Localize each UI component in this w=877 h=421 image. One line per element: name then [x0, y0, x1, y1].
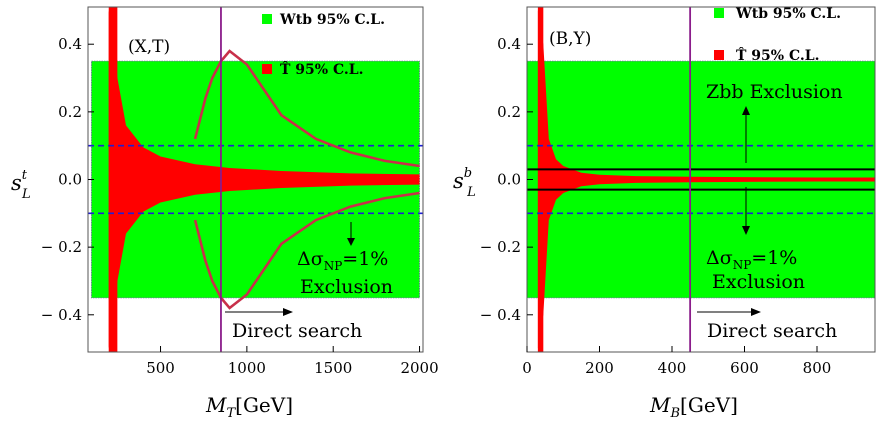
y-tick-label-1: 0.2 — [497, 103, 521, 121]
left-panel-label: (X,T) — [128, 37, 170, 57]
x-tick-label-0: 500 — [146, 359, 175, 377]
left-axes: 500 1000 1500 2000 0.4 0.2 0.0 − 0.2 − 0.4 — [41, 35, 439, 377]
right-legend-that: T̂ 95% C.L. — [736, 46, 819, 64]
right-direct-search-label: Direct search — [707, 320, 837, 342]
x-tick-label-3: 600 — [730, 359, 759, 377]
right-axes: 0 200 400 600 800 0.4 0.2 0.0 − 0.2 − 0.4 — [480, 35, 832, 377]
left-plot-area — [88, 7, 423, 352]
right-sigma-arrowhead — [742, 226, 750, 235]
x-tick-label-2: 1500 — [314, 359, 352, 377]
that-strip — [537, 7, 544, 352]
x-tick-label-3: 2000 — [400, 359, 438, 377]
lower-curve — [193, 191, 420, 310]
left-xlabel-sub: T — [226, 406, 236, 421]
y-tick-label-3: − 0.2 — [480, 238, 521, 256]
left-legend-that: T̂ 95% C.L. — [280, 60, 363, 78]
right-panel-label: (B,Y) — [549, 29, 591, 49]
right-sigma-rest: =1% — [751, 247, 797, 269]
y-tick-label-4: − 0.4 — [480, 306, 521, 324]
right-zbb-label: Zbb Exclusion — [706, 81, 843, 103]
right-sigma-title: Δσ — [706, 247, 733, 269]
y-tick-label-3: − 0.2 — [41, 238, 82, 256]
left-panel: 500 1000 1500 2000 0.4 0.2 0.0 − 0.2 − 0.4 (X,T)… — [11, 6, 439, 421]
that-strip — [108, 7, 118, 352]
right-zbb-arrowhead — [742, 106, 750, 115]
left-legend-swatch-that — [262, 64, 272, 74]
right-xlabel-unit: [GeV] — [680, 393, 738, 417]
x-tick-label-1: 1000 — [228, 359, 266, 377]
left-legend-wtb: Wtb 95% C.L. — [279, 12, 385, 28]
left-ylabel: st L — [11, 168, 31, 202]
left-exclusion-label: Exclusion — [300, 276, 393, 298]
upper-curve — [193, 49, 420, 168]
right-sigma-label: ΔσNP=1% — [706, 247, 797, 272]
left-legend-swatch-wtb — [262, 14, 272, 24]
left-sigma-rest: =1% — [342, 248, 388, 270]
right-ylabel: sb L — [453, 166, 476, 200]
x-tick-label-2: 400 — [658, 359, 687, 377]
left-sigma-title: Δσ — [297, 248, 324, 270]
right-xlabel: MB[GeV] — [649, 393, 738, 421]
that-region — [537, 10, 875, 349]
right-panel: 0 200 400 600 800 0.4 0.2 0.0 − 0.2 − 0.4 (B,Y) W… — [453, 6, 876, 421]
x-tick-label-1: 200 — [585, 359, 614, 377]
right-plot-area — [526, 7, 876, 352]
right-sigma-sub: NP — [733, 258, 752, 272]
left-ylabel-sub: L — [21, 187, 31, 202]
left-direct-arrowhead — [283, 308, 293, 316]
x-tick-label-4: 800 — [803, 359, 832, 377]
right-xlabel-sub: B — [669, 406, 680, 421]
right-legend-swatch-wtb — [714, 8, 724, 18]
right-ylabel-main: s — [453, 169, 464, 193]
left-direct-search-label: Direct search — [232, 320, 362, 342]
right-direct-arrowhead — [751, 308, 761, 316]
left-xlabel-unit: [GeV] — [235, 393, 293, 417]
right-ylabel-sub: L — [466, 185, 476, 200]
right-legend-swatch-that — [714, 50, 724, 60]
right-xlabel-main: M — [649, 393, 671, 417]
y-tick-label-2: 0.0 — [497, 171, 521, 189]
right-ylabel-sup: b — [464, 166, 472, 181]
left-xlabel-main: M — [205, 393, 227, 417]
y-tick-label-4: − 0.4 — [41, 306, 82, 324]
right-exclusion-label: Exclusion — [712, 271, 805, 293]
left-sigma-label: ΔσNP=1% — [297, 248, 388, 273]
left-sigma-sub: NP — [324, 259, 343, 273]
x-tick-label-0: 0 — [522, 359, 532, 377]
y-tick-label-2: 0.0 — [58, 171, 82, 189]
right-legend-wtb: Wtb 95% C.L. — [735, 6, 841, 22]
that-region — [108, 10, 420, 349]
left-ylabel-main: s — [11, 171, 22, 195]
y-tick-label-0: 0.4 — [497, 35, 521, 53]
y-tick-label-1: 0.2 — [58, 103, 82, 121]
y-tick-label-0: 0.4 — [58, 35, 82, 53]
left-xlabel: MT[GeV] — [205, 393, 293, 421]
left-sigma-arrowhead — [347, 238, 355, 246]
left-ylabel-sup: t — [22, 168, 28, 183]
